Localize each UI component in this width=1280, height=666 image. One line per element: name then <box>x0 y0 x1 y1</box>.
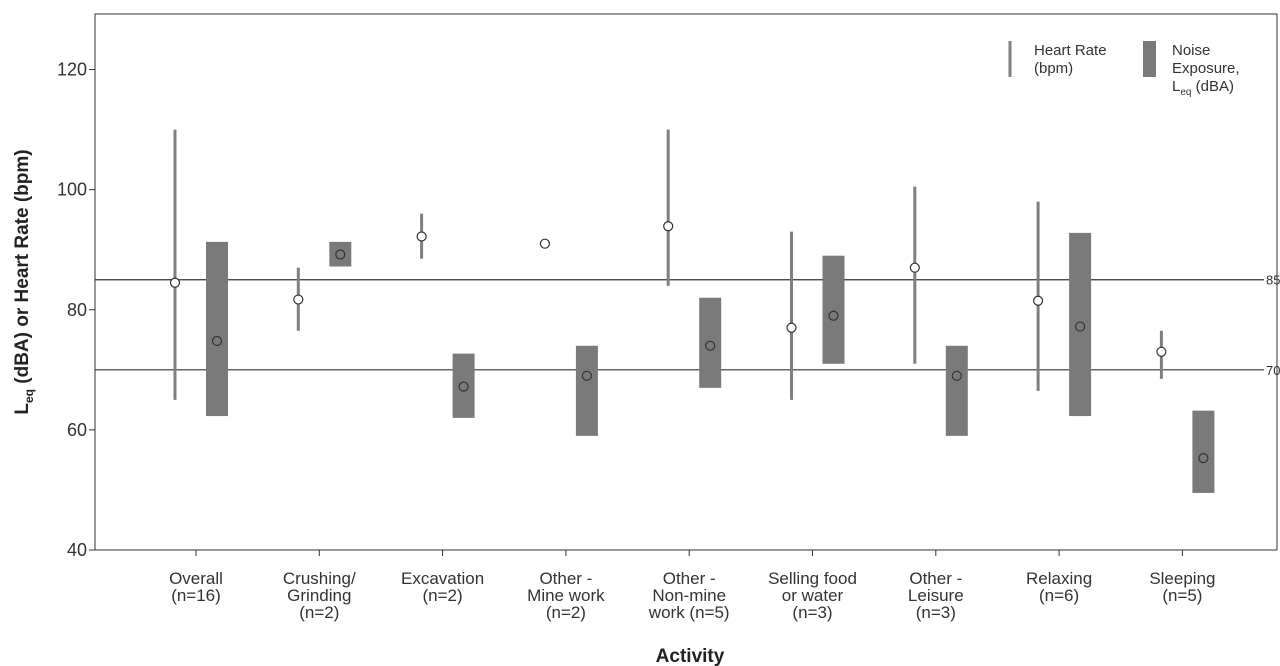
category-label-line: (n=5) <box>1162 586 1202 605</box>
legend-noise-label-line1: Noise <box>1172 42 1210 59</box>
noise-bar <box>329 241 352 267</box>
y-axis-title-sub: eq <box>22 389 36 403</box>
heart-rate-mean-marker <box>1156 346 1167 357</box>
category-label: Other -Leisure (n=3) <box>908 569 964 622</box>
reference-line-label-85: 85 <box>1266 273 1280 288</box>
category-label-line: (n=3) <box>916 603 956 622</box>
y-axis-title-main: L <box>12 403 33 415</box>
legend-noise-swatch <box>1143 41 1156 77</box>
noise-mean-marker <box>211 335 223 347</box>
category-label: Overall (n=16) <box>169 569 223 605</box>
category-label: Sleeping (n=5) <box>1149 569 1215 605</box>
category-label: Relaxing (n=6) <box>1026 569 1092 605</box>
plot-area-border <box>94 13 1278 551</box>
legend: Heart Rate (bpm) Noise Exposure, Leq (dB… <box>1008 41 1240 98</box>
noise-mean-marker <box>1074 321 1086 332</box>
category-label: Excavation (n=2) <box>401 569 484 605</box>
category-label-line: Leisure <box>908 586 964 605</box>
heart-rate-mean-marker <box>786 322 797 333</box>
noise-mean-marker <box>705 340 716 351</box>
noise-bar <box>822 255 845 364</box>
legend-noise-leq-sub: eq <box>1180 87 1191 98</box>
y-tick-label: 60 <box>67 420 87 440</box>
noise-bar <box>452 353 475 418</box>
category-label-line: Other - <box>909 569 962 588</box>
category-label-line: Crushing/ <box>283 569 356 588</box>
legend-heart-rate-label-line2: (bpm) <box>1034 60 1073 77</box>
reference-lines: 85 70 <box>95 273 1280 378</box>
category-label-line: (n=6) <box>1039 586 1079 605</box>
category-label-line: Selling food <box>768 569 857 588</box>
y-tick-label: 100 <box>57 180 87 200</box>
category-label-line: Overall <box>169 569 223 588</box>
category-label-line: Other - <box>663 569 716 588</box>
y-axis-title-rest: (dBA) or Heart Rate (bpm) <box>12 149 33 389</box>
category-label-line: Non-mine <box>652 586 726 605</box>
heart-rate-mean-marker <box>293 294 304 305</box>
noise-bar <box>945 345 968 436</box>
category-label-line: work (n=5) <box>648 603 730 622</box>
noise-bar <box>699 297 722 388</box>
noise-mean-marker <box>458 381 469 392</box>
legend-heart-rate-label-line1: Heart Rate <box>1034 42 1107 59</box>
heart-rate-mean-marker <box>539 238 551 249</box>
y-axis-title: Leq (dBA) or Heart Rate (bpm) <box>12 149 36 414</box>
noise-mean-marker <box>335 249 346 260</box>
y-axis: 40 60 80 100 120 <box>57 60 95 560</box>
heart-rate-mean-marker <box>1032 295 1044 306</box>
category-label: Other -Mine work (n=2) <box>527 569 605 622</box>
category-label-line: (n=2) <box>423 586 463 605</box>
heart-rate-series <box>169 129 1167 400</box>
category-label-line: (n=3) <box>792 603 832 622</box>
plot-frame <box>94 13 1278 551</box>
heart-rate-mean-marker <box>169 277 181 288</box>
heart-rate-mean-marker <box>909 262 920 273</box>
category-label-line: Grinding <box>287 586 351 605</box>
legend-noise-label-line2: Exposure, <box>1172 60 1240 77</box>
noise-mean-marker <box>1198 453 1209 464</box>
legend-noise-label-line3: Leq (dBA) <box>1172 78 1234 98</box>
noise-mean-marker <box>828 310 839 321</box>
category-label-line: Relaxing <box>1026 569 1092 588</box>
noise-exposure-series <box>206 232 1215 493</box>
noise-mean-marker <box>951 370 962 381</box>
legend-noise-leq-rest: (dBA) <box>1191 78 1234 95</box>
noise-bar <box>575 345 598 436</box>
y-tick-label: 120 <box>57 60 87 80</box>
y-tick-label: 80 <box>67 300 87 320</box>
category-label: Selling food or water (n=3) <box>768 569 857 622</box>
legend-noise-leq-main: L <box>1172 78 1180 95</box>
x-axis: Overall (n=16)Crushing/Grinding (n=2)Excav… <box>169 550 1215 622</box>
heart-rate-mean-marker <box>663 221 674 232</box>
category-label-line: Sleeping <box>1149 569 1215 588</box>
category-label-line: (n=16) <box>171 586 221 605</box>
category-label-line: or water <box>782 586 844 605</box>
category-label-line: (n=2) <box>546 603 586 622</box>
noise-bar <box>1192 410 1215 493</box>
reference-line-label-70: 70 <box>1266 363 1280 378</box>
noise-bar <box>206 241 228 417</box>
category-label: Crushing/Grinding (n=2) <box>283 569 356 622</box>
category-label-line: Mine work <box>527 586 605 605</box>
category-label-line: (n=2) <box>299 603 339 622</box>
category-label-line: Excavation <box>401 569 484 588</box>
category-label: Other -Non-mine work (n=5) <box>648 569 730 622</box>
noise-mean-marker <box>581 370 593 381</box>
heart-rate-mean-marker <box>416 231 427 242</box>
noise-bar <box>1069 232 1092 417</box>
x-axis-title: Activity <box>656 646 725 666</box>
y-tick-label: 40 <box>67 540 87 560</box>
category-label-line: Other - <box>539 569 592 588</box>
